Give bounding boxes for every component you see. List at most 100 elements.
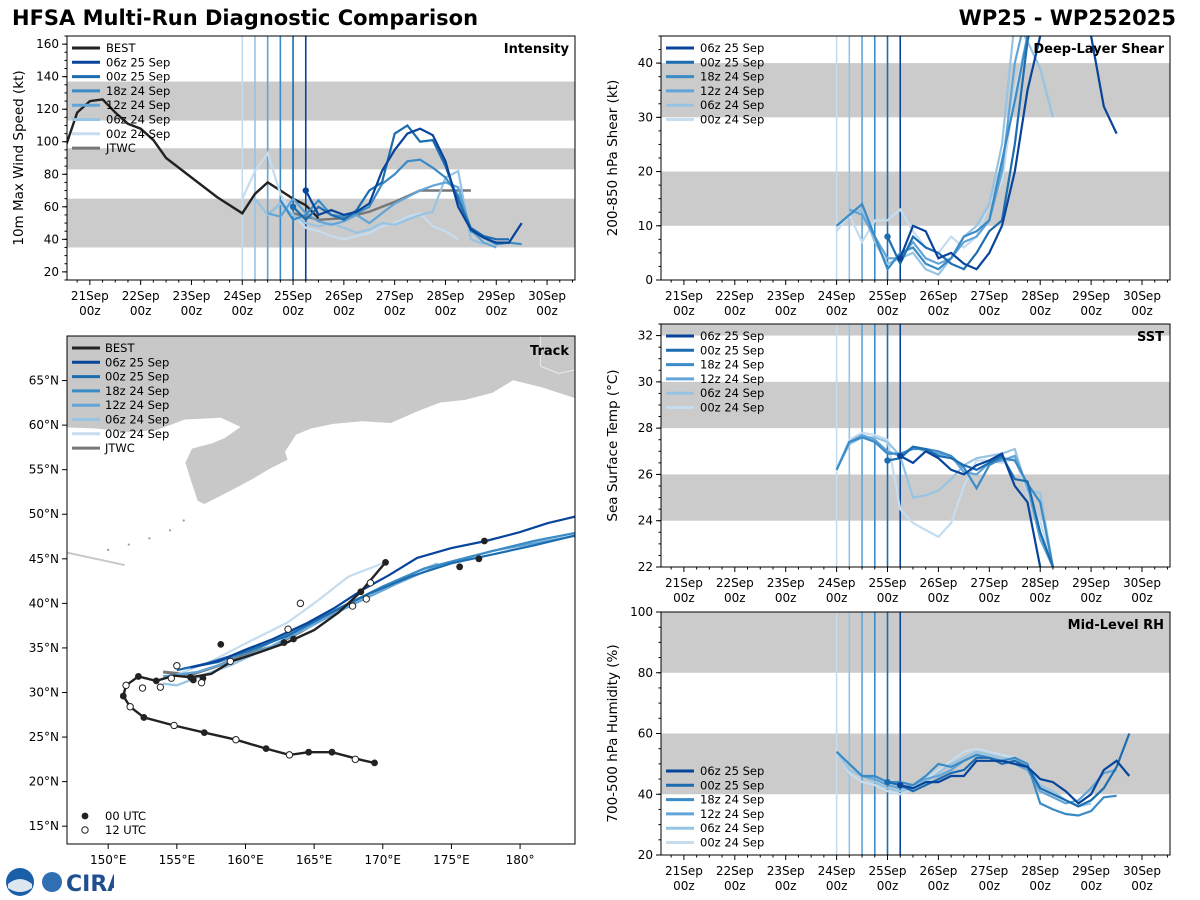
rh-xtick-label: 27Sep <box>970 864 1008 878</box>
legend-dot-12utc-label: 12 UTC <box>105 823 146 837</box>
shear-run-marker <box>884 233 891 240</box>
shear-xtick-label: 21Sep <box>665 289 703 303</box>
shear-band <box>661 63 1170 118</box>
island-shape <box>168 529 172 532</box>
sst-xtick-label: 27Sep <box>970 576 1008 590</box>
sst-xtick-label: 29Sep <box>1072 576 1110 590</box>
rh-xtick-label: 29Sep <box>1072 864 1110 878</box>
track-plot-area <box>67 336 609 767</box>
track-dot-00utc <box>152 677 160 685</box>
track-legend-label: 00z 24 Sep <box>105 427 169 441</box>
track-xtick-label: 165°E <box>296 853 333 867</box>
track-xtick-label: 150°E <box>90 853 127 867</box>
shear-band <box>661 171 1170 226</box>
rh-xtick-sublabel: 00z <box>775 879 797 893</box>
track-dot-12utc <box>285 751 294 759</box>
shear-run-line <box>835 36 1029 272</box>
sst-xtick-label: 26Sep <box>919 576 957 590</box>
shear-xtick-sublabel: 00z <box>826 304 848 318</box>
rh-legend-label: 00z 24 Sep <box>700 836 764 850</box>
track-ytick-label: 55°N <box>29 463 59 477</box>
intensity-ytick-label: 100 <box>36 135 59 149</box>
track-dot-12utc <box>603 526 609 532</box>
shear-legend-label: 12z 24 Sep <box>700 84 764 98</box>
sst-run-marker <box>897 452 904 460</box>
rh-legend-label: 06z 24 Sep <box>700 821 764 835</box>
shear-xtick-sublabel: 00z <box>1080 304 1102 318</box>
rh-xtick-sublabel: 00z <box>826 879 848 893</box>
rh-run-marker <box>897 781 904 789</box>
track-dot-00utc <box>290 635 297 643</box>
shear-xtick-sublabel: 00z <box>673 304 695 318</box>
sst-panel: 22242628303221Sep00z22Sep00z23Sep00z24Se… <box>605 323 1171 605</box>
sst-xtick-sublabel: 00z <box>775 591 797 605</box>
legend-dot-00utc <box>81 812 89 820</box>
intensity-xtick-sublabel: 00z <box>485 304 507 318</box>
intensity-ytick-label: 40 <box>44 232 59 246</box>
rh-xtick-sublabel: 00z <box>877 879 899 893</box>
intensity-band <box>67 148 575 170</box>
track-ytick-label: 30°N <box>29 685 59 699</box>
intensity-xtick-label: 22Sep <box>122 289 160 303</box>
track-dot-00utc <box>217 640 225 648</box>
track-dot-12utc <box>197 678 206 687</box>
cira-logo-text: CIRA <box>66 872 114 897</box>
intensity-band <box>67 81 575 121</box>
intensity-xtick-sublabel: 00z <box>536 304 558 318</box>
sst-xtick-sublabel: 00z <box>1029 591 1051 605</box>
island-shape <box>127 543 130 546</box>
sst-frame <box>660 323 1171 568</box>
intensity-xtick-label: 30Sep <box>528 289 566 303</box>
track-run-line <box>176 534 575 672</box>
rh-ytick-label: 60 <box>638 727 653 741</box>
track-xtick-label: 155°E <box>159 853 196 867</box>
figure-title: HFSA Multi-Run Diagnostic Comparison <box>12 6 479 30</box>
track-dot-00utc <box>200 729 208 736</box>
rh-panel-title: Mid-Level RH <box>1068 618 1164 633</box>
shear-legend-label: 06z 25 Sep <box>700 41 764 55</box>
track-dot-00utc <box>382 558 389 566</box>
sst-xtick-label: 25Sep <box>869 576 907 590</box>
shear-xtick-sublabel: 00z <box>979 304 1001 318</box>
shear-run-line <box>886 36 1030 271</box>
track-ytick-label: 20°N <box>29 775 59 789</box>
track-legend-label: 18z 24 Sep <box>105 384 169 398</box>
rh-run-line <box>835 750 1092 808</box>
shear-legend-label: 18z 24 Sep <box>700 70 764 84</box>
rh-run-line <box>899 759 1131 805</box>
sst-xtick-sublabel: 00z <box>724 591 746 605</box>
intensity-xtick-sublabel: 00z <box>384 304 406 318</box>
panels-layer: 2040608010012014016021Sep00z22Sep00z23Se… <box>11 35 1171 893</box>
sst-ytick-label: 26 <box>638 467 653 481</box>
track-ytick-label: 65°N <box>29 374 59 388</box>
intensity-legend-label: JTWC <box>105 141 136 155</box>
intensity-xtick-sublabel: 00z <box>130 304 152 318</box>
sst-xtick-label: 22Sep <box>716 576 754 590</box>
intensity-ylabel: 10m Max Wind Speed (kt) <box>11 70 27 245</box>
sst-xtick-sublabel: 00z <box>877 591 899 605</box>
track-dot-00utc <box>140 714 148 721</box>
shear-xtick-label: 26Sep <box>919 289 957 303</box>
intensity-xtick-label: 25Sep <box>274 289 312 303</box>
sst-ytick-label: 22 <box>638 560 653 574</box>
track-dot-12utc <box>351 755 360 764</box>
track-ytick-label: 35°N <box>29 641 59 655</box>
intensity-xtick-sublabel: 00z <box>435 304 457 318</box>
shear-xtick-label: 30Sep <box>1123 289 1161 303</box>
rh-xtick-sublabel: 00z <box>673 879 695 893</box>
legend-dot-00utc-label: 00 UTC <box>105 809 146 823</box>
track-frame <box>66 335 576 845</box>
track-dot-12utc <box>226 657 235 665</box>
intensity-legend-label: 12z 24 Sep <box>106 98 170 112</box>
rh-xtick-sublabel: 00z <box>1080 879 1102 893</box>
rh-xtick-label: 28Sep <box>1021 864 1059 878</box>
intensity-xtick-sublabel: 00z <box>231 304 253 318</box>
shear-xtick-sublabel: 00z <box>1029 304 1051 318</box>
rh-ylabel: 700-500 hPa Humidity (%) <box>605 644 621 822</box>
sst-ytick-label: 30 <box>638 375 653 389</box>
intensity-xtick-label: 23Sep <box>173 289 211 303</box>
track-dot-00utc <box>262 745 270 753</box>
intensity-xtick-sublabel: 00z <box>333 304 355 318</box>
